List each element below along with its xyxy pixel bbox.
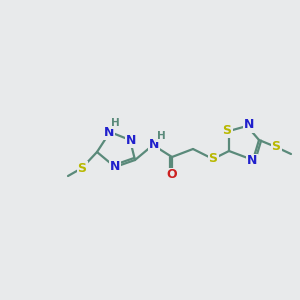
Text: H: H bbox=[157, 131, 165, 141]
Text: H: H bbox=[111, 118, 119, 128]
Text: N: N bbox=[104, 125, 114, 139]
Text: N: N bbox=[244, 118, 254, 131]
Text: S: S bbox=[223, 124, 232, 136]
Text: N: N bbox=[149, 137, 159, 151]
Text: O: O bbox=[167, 169, 177, 182]
Text: S: S bbox=[208, 152, 217, 166]
Text: N: N bbox=[247, 154, 257, 167]
Text: S: S bbox=[77, 161, 86, 175]
Text: N: N bbox=[126, 134, 136, 146]
Text: S: S bbox=[272, 140, 280, 154]
Text: N: N bbox=[110, 160, 120, 173]
